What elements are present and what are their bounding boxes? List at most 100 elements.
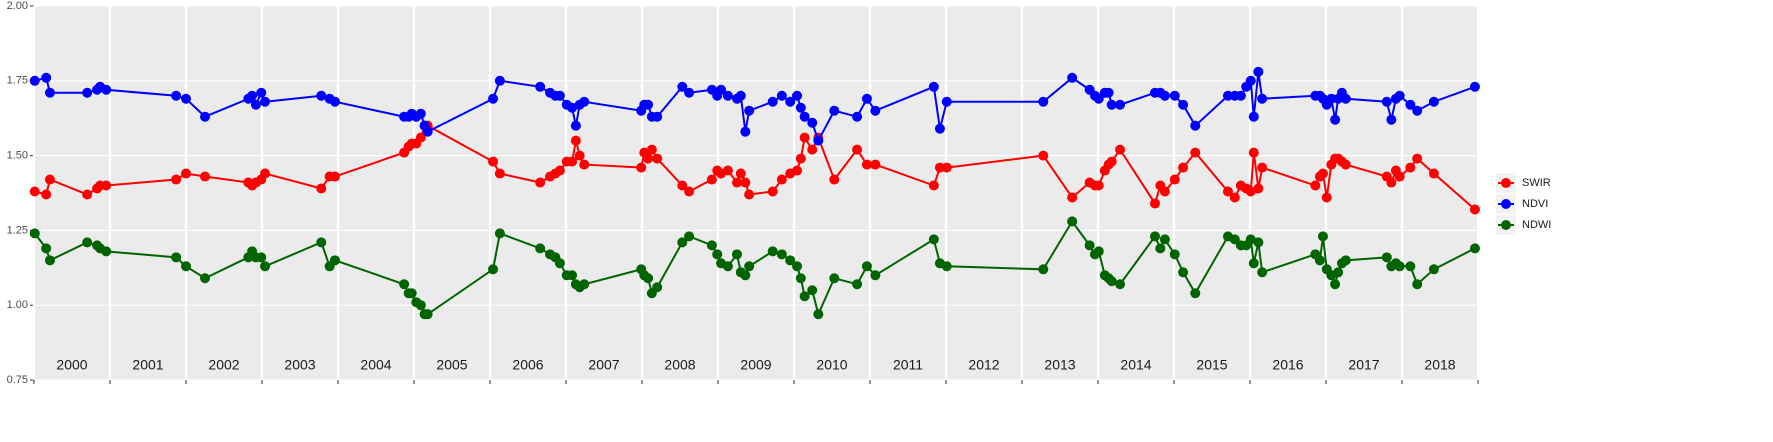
data-point	[740, 270, 751, 281]
y-tick-label: 1.50	[7, 150, 28, 162]
data-point	[1103, 87, 1114, 98]
legend-label: SWIR	[1522, 177, 1551, 189]
data-point	[415, 132, 426, 143]
data-point	[799, 291, 810, 302]
data-point	[1394, 90, 1405, 101]
year-label: 2007	[588, 357, 619, 373]
data-point	[776, 174, 787, 185]
data-point	[928, 180, 939, 191]
series-line	[34, 71, 1476, 144]
data-point	[41, 243, 52, 254]
data-point	[41, 189, 52, 200]
data-point	[1093, 246, 1104, 257]
data-point	[807, 144, 818, 155]
data-point	[807, 117, 818, 128]
data-point	[646, 144, 657, 155]
data-point	[1178, 267, 1189, 278]
data-point	[1340, 93, 1351, 104]
data-point	[1169, 90, 1180, 101]
data-point	[1412, 279, 1423, 290]
year-label: 2012	[968, 357, 999, 373]
data-point	[415, 108, 426, 119]
data-point	[567, 102, 578, 113]
data-point	[861, 93, 872, 104]
data-point	[1084, 240, 1095, 251]
year-label: 2017	[1348, 357, 1379, 373]
data-point	[735, 168, 746, 179]
data-point	[1235, 90, 1246, 101]
data-point	[1317, 168, 1328, 179]
data-point	[706, 174, 717, 185]
data-point	[1248, 111, 1259, 122]
data-point	[941, 96, 952, 107]
data-point	[29, 228, 40, 239]
data-point	[1115, 279, 1126, 290]
y-tick-label: 1.75	[7, 75, 28, 87]
data-point	[1245, 75, 1256, 86]
data-point	[1155, 243, 1166, 254]
series-line	[34, 124, 1476, 211]
data-point	[1321, 192, 1332, 203]
data-point	[570, 135, 581, 146]
data-point	[677, 81, 688, 92]
data-point	[1326, 93, 1337, 104]
data-point	[200, 273, 210, 284]
data-point	[652, 153, 663, 164]
data-point	[684, 186, 695, 197]
data-point	[1394, 261, 1405, 272]
data-point	[494, 228, 505, 239]
data-point	[799, 111, 810, 122]
data-point	[181, 93, 191, 104]
data-point	[1178, 162, 1189, 173]
data-point	[1253, 183, 1264, 194]
data-point	[799, 132, 810, 143]
data-point	[716, 84, 727, 95]
data-point	[1038, 96, 1049, 107]
data-point	[861, 261, 872, 272]
data-point	[807, 285, 818, 296]
data-point	[1038, 150, 1049, 161]
data-point	[44, 87, 55, 98]
data-point	[415, 300, 426, 311]
data-point	[1340, 159, 1351, 170]
data-point	[535, 81, 546, 92]
data-point	[41, 72, 52, 83]
data-point	[1248, 258, 1259, 269]
data-point	[579, 96, 590, 107]
data-point	[570, 120, 581, 131]
data-point	[776, 90, 787, 101]
data-point	[706, 240, 717, 251]
data-point	[1412, 153, 1423, 164]
data-point	[744, 189, 755, 200]
data-point	[1159, 234, 1170, 245]
year-label: 2016	[1272, 357, 1303, 373]
year-label: 2014	[1120, 357, 1151, 373]
data-point	[852, 279, 863, 290]
year-label: 2005	[436, 357, 467, 373]
data-point	[44, 255, 55, 266]
year-label: 2013	[1044, 357, 1075, 373]
data-point	[200, 171, 210, 182]
data-point	[732, 177, 742, 188]
data-point	[422, 309, 433, 320]
data-point	[684, 231, 695, 242]
data-point	[101, 84, 112, 95]
data-point	[1190, 120, 1201, 131]
data-point	[29, 75, 40, 86]
data-point	[829, 105, 840, 116]
data-point	[861, 159, 872, 170]
data-point	[1159, 186, 1170, 197]
year-label: 2006	[512, 357, 543, 373]
year-label: 2011	[893, 357, 923, 373]
data-point	[494, 168, 505, 179]
data-point	[329, 255, 340, 266]
data-point	[792, 165, 803, 176]
series-line	[33, 219, 1476, 318]
data-point	[677, 237, 688, 248]
data-point	[795, 273, 806, 284]
data-point	[712, 249, 723, 260]
data-point	[941, 261, 952, 272]
data-point	[636, 162, 647, 173]
y-tick-label: 1.00	[7, 299, 28, 311]
data-point	[554, 165, 565, 176]
